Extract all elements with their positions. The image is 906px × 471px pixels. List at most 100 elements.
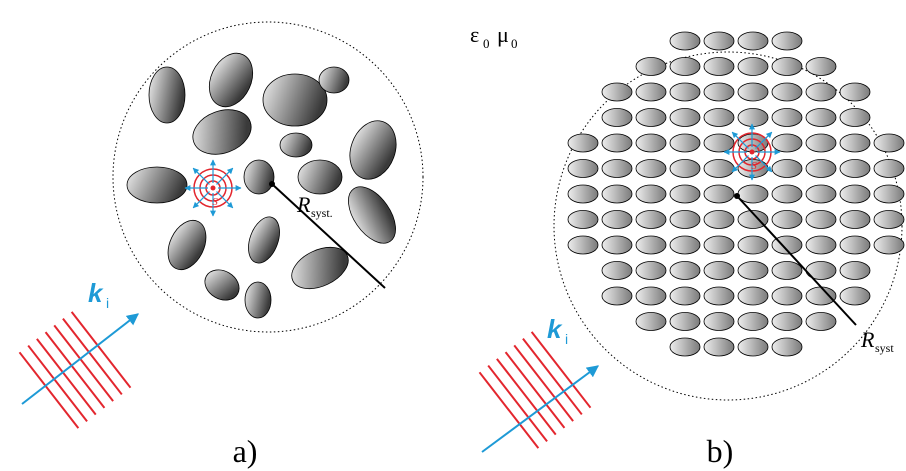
scatterer: [839, 210, 871, 229]
scatterer: [771, 31, 803, 51]
scatterer: [703, 235, 735, 255]
scatterer: [839, 133, 871, 153]
scatterer: [703, 337, 735, 357]
radiation-arrow: [192, 191, 210, 209]
scatterer: [567, 210, 599, 229]
scatterer: [635, 235, 667, 255]
panel-label: a): [233, 433, 258, 469]
scatterer: [669, 57, 701, 76]
scatterer: [567, 133, 599, 153]
incident-wave: [18, 311, 132, 429]
scatterer: [805, 210, 837, 229]
panel-a: S R syst. k i a): [18, 21, 424, 469]
scatterer: [805, 82, 837, 102]
scatterer: [771, 57, 803, 76]
scatterer: [635, 210, 667, 229]
wavefront: [530, 331, 592, 409]
scatterer: [601, 159, 633, 178]
scatterer: [839, 159, 871, 178]
wavefront: [522, 337, 583, 416]
scatterer: [737, 57, 769, 76]
scatterer: [771, 286, 803, 306]
wavefront: [478, 371, 540, 449]
radiation-arrow: [216, 167, 234, 185]
panel-b: S R syst k i b): [478, 31, 905, 469]
scatterer: [771, 82, 803, 102]
scatterer: [873, 210, 905, 229]
scatterer: [601, 133, 633, 153]
scatterer: [737, 82, 769, 102]
radius-symbol: R: [296, 192, 311, 217]
scatterer: [601, 286, 633, 306]
radius-line: [271, 183, 386, 289]
scatterers: [126, 52, 397, 319]
scatterer: [805, 108, 837, 127]
scatterer: [839, 286, 871, 306]
wavefront: [513, 344, 574, 422]
scatterer: [703, 184, 735, 204]
wavefront: [27, 344, 88, 423]
scatterer: [703, 133, 735, 153]
scatterer: [703, 82, 735, 102]
wavefront: [504, 351, 566, 429]
scatterer: [839, 184, 871, 204]
scatterer: [771, 337, 803, 357]
scatterer: [669, 210, 701, 229]
scatterer: [737, 210, 769, 229]
scatterer: [669, 286, 701, 306]
mu-sub: 0: [511, 36, 518, 51]
wavefront: [70, 311, 132, 389]
scatterer: [805, 235, 837, 255]
scatterer: [669, 82, 701, 102]
scatterer: [669, 133, 701, 153]
scatterer: [771, 184, 803, 204]
scatterer: [805, 133, 837, 153]
scatterer: [703, 286, 735, 306]
scatterer: [703, 210, 735, 229]
epsilon: ε: [470, 22, 479, 47]
k-sub: i: [106, 295, 109, 311]
scatterer: [635, 108, 667, 127]
source-radiation: [184, 159, 242, 217]
scatterer: [737, 312, 769, 331]
scatterer: [771, 210, 803, 229]
scatterer: [635, 312, 667, 331]
scatterer: [703, 261, 735, 280]
scatterer: [873, 159, 905, 178]
scatterer: [771, 235, 803, 255]
scatterer: [601, 108, 633, 127]
k-symbol: k: [88, 278, 104, 308]
radius-sub: syst.: [311, 206, 333, 220]
scatterer: [635, 286, 667, 306]
scatterer: [703, 312, 735, 331]
source-label: S: [751, 160, 757, 172]
wave-vector: [481, 365, 599, 453]
scatterer: [635, 82, 667, 102]
radius-symbol: R: [860, 327, 875, 352]
scatterer: [567, 159, 599, 178]
scatterer: [703, 159, 735, 178]
radiation-arrow: [755, 131, 773, 149]
scatterer: [737, 235, 769, 255]
scatterer: [839, 261, 871, 280]
scatterer: [669, 159, 701, 178]
incident-wave: [478, 331, 592, 449]
scatterer: [839, 235, 871, 255]
scatterer: [771, 312, 803, 331]
scatterer: [805, 312, 837, 331]
scatterer: [635, 184, 667, 204]
scatterer: [635, 133, 667, 153]
scatterer: [669, 261, 701, 280]
scatterer: [737, 337, 769, 357]
system-boundary: [553, 51, 903, 401]
wavefront: [53, 324, 114, 402]
scatterer: [669, 235, 701, 255]
scatterer: [805, 184, 837, 204]
radius-sub: syst: [875, 341, 894, 355]
scatterer: [805, 159, 837, 178]
scatterer: [771, 159, 803, 178]
scatterer: [635, 159, 667, 178]
scatterer: [737, 31, 769, 51]
scatterer: [737, 108, 769, 127]
source-radiation: [723, 123, 781, 181]
